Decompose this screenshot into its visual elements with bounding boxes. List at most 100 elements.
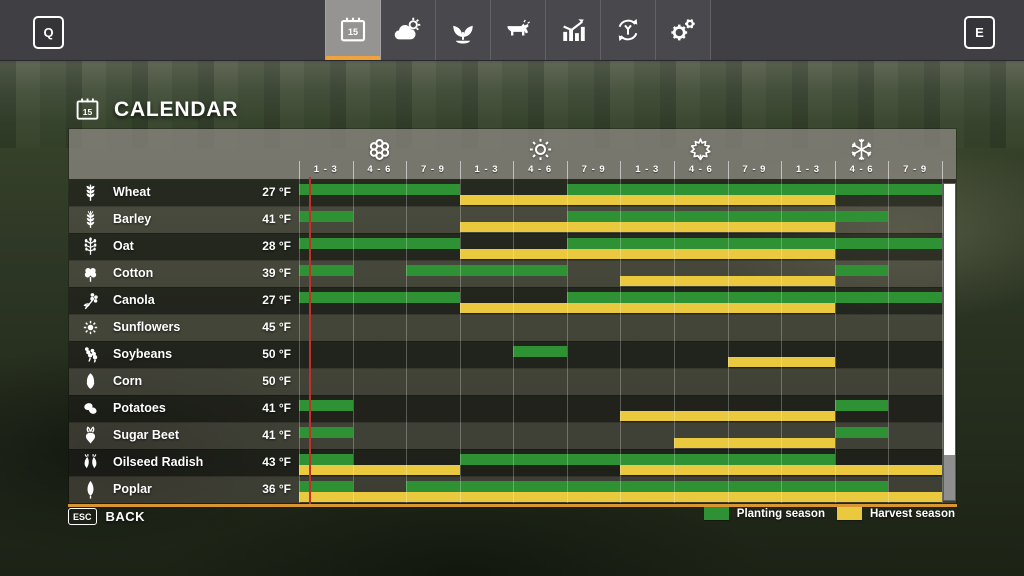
harvest-season-bar xyxy=(620,465,942,475)
harvest-swatch xyxy=(836,507,862,520)
period-label: 7 - 9 xyxy=(742,164,767,175)
crop-min-temp: 43 °F xyxy=(262,455,291,469)
planting-season-bar xyxy=(299,238,460,249)
panel-bottom-accent xyxy=(68,504,957,507)
planting-season-bar xyxy=(566,184,942,195)
planting-season-bar xyxy=(299,400,353,411)
planting-season-bar xyxy=(513,346,567,357)
scrollbar-thumb[interactable] xyxy=(944,184,955,455)
crop-row: Poplar 36 °F xyxy=(69,476,956,503)
header-tick xyxy=(299,161,300,179)
planting-season-bar xyxy=(834,400,889,411)
calendar-icon: 15 xyxy=(74,96,101,123)
crop-season-bars xyxy=(299,449,943,476)
prev-menu-key-button[interactable]: Q xyxy=(33,16,64,49)
crop-row: Sunflowers 45 °F xyxy=(69,314,956,341)
crop-row: Canola 27 °F xyxy=(69,287,956,314)
tab-crops[interactable] xyxy=(436,0,491,60)
planting-season-bar xyxy=(566,211,889,222)
tab-weather[interactable] xyxy=(381,0,436,60)
planting-swatch xyxy=(703,507,729,520)
tab-economy[interactable] xyxy=(601,0,656,60)
crop-name: Oat xyxy=(113,239,134,253)
wheat-icon xyxy=(80,182,101,203)
period-label: 4 - 6 xyxy=(849,164,874,175)
crop-season-bars xyxy=(299,314,943,341)
period-label: 4 - 6 xyxy=(367,164,392,175)
planting-season-bar xyxy=(406,265,567,276)
crop-season-bars xyxy=(299,395,943,422)
harvest-season-bar xyxy=(674,438,835,448)
crop-season-bars xyxy=(299,206,943,233)
planting-season-bar xyxy=(566,238,942,249)
canola-icon xyxy=(80,290,101,311)
oat-icon xyxy=(80,236,101,257)
scrollbar[interactable] xyxy=(943,183,956,501)
harvest-season-bar xyxy=(459,249,835,259)
page-title: CALENDAR xyxy=(114,97,239,121)
legend-label: Planting season xyxy=(736,507,825,520)
corn-icon xyxy=(80,371,101,392)
crop-name: Soybeans xyxy=(113,347,173,361)
flower-icon xyxy=(366,136,393,163)
next-menu-key-button[interactable]: E xyxy=(964,16,995,49)
sun-icon xyxy=(527,136,554,163)
header-tick xyxy=(513,161,515,179)
back-label: BACK xyxy=(105,509,146,524)
back-button[interactable]: ESC BACK xyxy=(68,508,145,525)
calendar-icon: 15 xyxy=(338,15,368,45)
next-menu-key-label: E xyxy=(975,25,984,40)
crop-season-bars xyxy=(299,233,943,260)
crop-name: Sunflowers xyxy=(113,320,181,334)
crop-min-temp: 27 °F xyxy=(262,185,291,199)
crop-season-bars xyxy=(299,341,943,368)
harvest-season-bar xyxy=(620,276,835,286)
gear-icon xyxy=(668,15,698,45)
crop-min-temp: 41 °F xyxy=(262,428,291,442)
tab-statistics[interactable] xyxy=(546,0,601,60)
tab-animals[interactable] xyxy=(491,0,546,60)
header-tick xyxy=(727,161,729,179)
chart-icon xyxy=(558,15,588,45)
calendar-icon-day: 15 xyxy=(347,27,358,37)
economy-icon xyxy=(613,15,643,45)
header-tick xyxy=(888,161,890,179)
menu-tabs: 15 xyxy=(325,0,711,60)
crop-min-temp: 41 °F xyxy=(262,212,291,226)
crop-row: Oilseed Radish 43 °F xyxy=(69,449,956,476)
crop-name: Cotton xyxy=(113,266,154,280)
crop-name: Wheat xyxy=(113,185,151,199)
header-tick xyxy=(941,161,943,179)
crop-name: Barley xyxy=(113,212,152,226)
sunflower-icon xyxy=(80,317,101,338)
header-tick xyxy=(834,161,836,179)
header-tick xyxy=(674,161,676,179)
planting-season-bar xyxy=(299,211,353,222)
period-label: 1 - 3 xyxy=(313,164,338,175)
snowflake-icon xyxy=(848,136,875,163)
calendar-icon-day: 15 xyxy=(82,107,93,117)
period-label: 4 - 6 xyxy=(528,164,553,175)
crop-min-temp: 27 °F xyxy=(262,293,291,307)
crop-row: Cotton 39 °F xyxy=(69,260,956,287)
barley-icon xyxy=(80,209,101,230)
weather-icon xyxy=(393,15,423,45)
crop-min-temp: 50 °F xyxy=(262,374,291,388)
tab-settings[interactable] xyxy=(656,0,711,60)
header-tick xyxy=(566,161,568,179)
soybean-icon xyxy=(80,344,101,365)
header-tick xyxy=(620,161,622,179)
harvest-season-bar xyxy=(620,411,835,421)
harvest-season-bar xyxy=(727,357,835,367)
hud-topbar: Q 15 E xyxy=(0,0,1024,61)
planting-season-bar xyxy=(299,454,353,465)
crop-season-bars xyxy=(299,179,943,206)
planting-season-bar xyxy=(299,265,353,276)
header-tick xyxy=(406,161,408,179)
crop-name: Canola xyxy=(113,293,155,307)
tab-calendar[interactable]: 15 xyxy=(325,0,381,60)
header-tick xyxy=(352,161,354,179)
harvest-season-bar xyxy=(299,465,460,475)
period-label: 7 - 9 xyxy=(420,164,445,175)
